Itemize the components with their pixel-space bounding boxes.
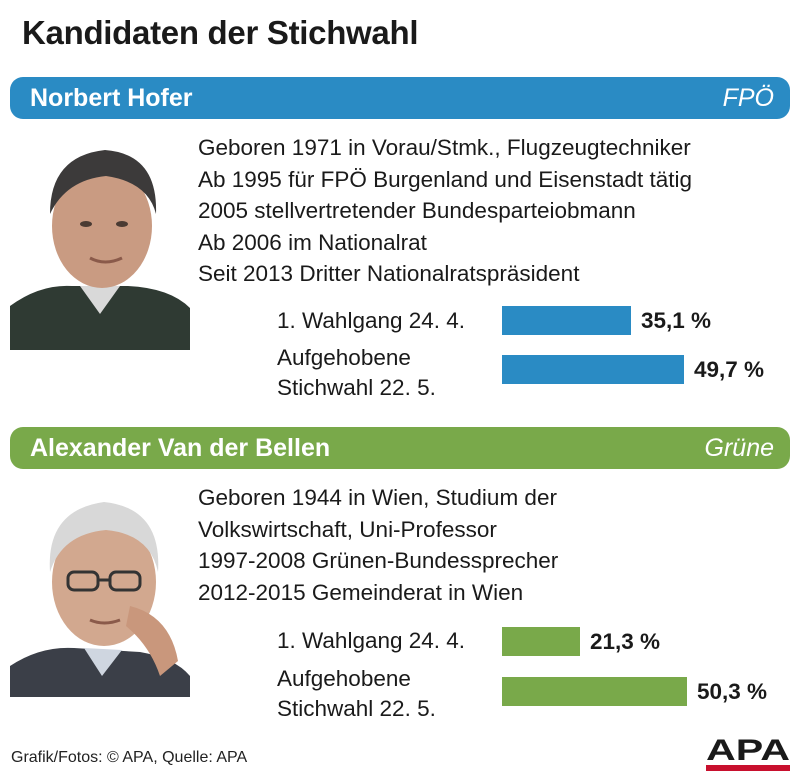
candidate-banner-vdb: Alexander Van der Bellen Grüne (10, 427, 790, 469)
value-label-hofer-first-round: 35,1 % (641, 308, 712, 333)
candidate-party: Grüne (704, 433, 774, 462)
bar-label-first-round: 1. Wahlgang 24. 4. (277, 308, 466, 333)
bio-line: Ab 1995 für FPÖ Burgenland und Eisenstad… (198, 166, 693, 192)
candidate-banner-hofer: Norbert Hofer FPÖ (10, 77, 790, 119)
bio-line: Geboren 1944 in Wien, Studium der (198, 485, 557, 510)
bar-vdb-first-round (502, 627, 580, 656)
bar-label-line1: Aufgehobene (277, 345, 411, 370)
source-credit: Grafik/Fotos: © APA, Quelle: APA (11, 749, 248, 766)
bar-label-first-round: 1. Wahlgang 24. 4. (277, 628, 466, 653)
value-label-vdb-runoff: 50,3 % (697, 679, 768, 704)
candidate-photo-vdb (10, 486, 190, 697)
candidate-bio-hofer: Geboren 1971 in Vorau/Stmk., Flugzeugtec… (198, 132, 692, 290)
bar-label-line2: Stichwahl 22. 5. (277, 375, 436, 400)
candidate-name: Norbert Hofer (30, 83, 193, 112)
portrait-illustration (10, 486, 190, 697)
apa-logo: APA (706, 733, 790, 773)
value-label-vdb-first-round: 21,3 % (590, 629, 661, 654)
candidate-name: Alexander Van der Bellen (30, 433, 331, 462)
bar-hofer-first-round (502, 306, 631, 335)
bio-line: Seit 2013 Dritter Nationalratspräsident (198, 261, 580, 286)
bio-line: Geboren 1971 in Vorau/Stmk., Flugzeugtec… (198, 135, 691, 160)
bar-hofer-runoff (502, 355, 684, 384)
bio-line: Ab 2006 im Nationalrat (198, 229, 427, 255)
bio-line: 1997-2008 Grünen-Bundessprecher (198, 548, 559, 573)
candidate-party: FPÖ (722, 83, 774, 112)
candidate-photo-hofer (10, 136, 190, 350)
bio-line: Volkswirtschaft, Uni-Professor (198, 516, 497, 542)
svg-text:APA: APA (706, 734, 790, 767)
bar-label-line1: Aufgehobene (277, 666, 411, 691)
bio-line: 2012-2015 Gemeinderat in Wien (198, 579, 524, 605)
chart-title: Kandidaten der Stichwahl (22, 14, 419, 51)
candidate-bio-vdb: Geboren 1944 in Wien, Studium der Volksw… (198, 482, 558, 608)
value-label-hofer-runoff: 49,7 % (694, 357, 765, 382)
portrait-illustration (10, 136, 190, 350)
bar-vdb-runoff (502, 677, 687, 706)
bar-label-line2: Stichwahl 22. 5. (277, 696, 436, 721)
bio-line: 2005 stellvertretender Bundesparteiobman… (198, 198, 636, 223)
